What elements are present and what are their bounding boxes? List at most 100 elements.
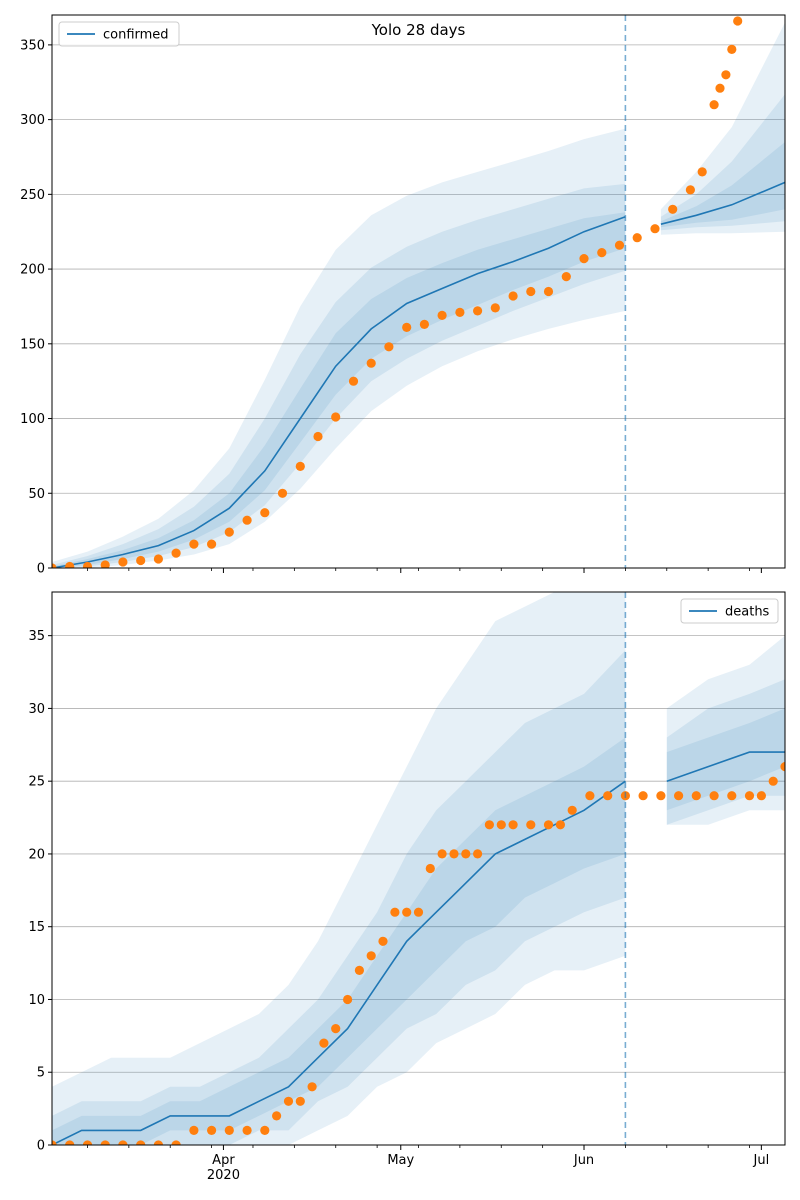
observed-point xyxy=(449,849,459,859)
observed-point xyxy=(354,965,364,976)
chart-title: Yolo 28 days xyxy=(371,21,466,39)
observed-point xyxy=(656,791,666,801)
observed-point xyxy=(402,907,412,917)
observed-point xyxy=(331,412,341,422)
y-tick-label: 5 xyxy=(37,1066,45,1081)
observed-point xyxy=(153,554,163,564)
observed-point xyxy=(561,272,571,282)
observed-point xyxy=(674,791,684,801)
confirmed-band-50 xyxy=(52,212,626,568)
observed-point xyxy=(632,233,642,243)
observed-point xyxy=(189,539,199,549)
observed-point xyxy=(709,100,719,110)
observed-point xyxy=(780,762,785,772)
y-tick-label: 250 xyxy=(20,188,45,203)
y-tick-label: 0 xyxy=(37,1139,45,1154)
observed-point xyxy=(272,1111,282,1121)
confirmed-median-line xyxy=(52,216,626,568)
observed-point xyxy=(727,44,737,55)
observed-point xyxy=(136,555,146,566)
deaths-band-80 xyxy=(52,650,626,1145)
observed-point xyxy=(207,1125,217,1135)
observed-point xyxy=(207,539,217,549)
observed-point xyxy=(260,1125,270,1135)
legend-label: deaths xyxy=(725,605,770,620)
observed-point xyxy=(384,342,394,352)
observed-point xyxy=(638,791,648,801)
observed-point xyxy=(52,1140,57,1145)
y-tick-label: 25 xyxy=(28,775,45,790)
deaths-band-80 xyxy=(666,679,785,825)
observed-point xyxy=(768,776,778,786)
deaths-band-95 xyxy=(666,635,785,825)
observed-point xyxy=(526,286,536,297)
observed-point xyxy=(455,307,465,317)
observed-point xyxy=(614,240,625,250)
observed-point xyxy=(307,1082,317,1092)
observed-point xyxy=(508,820,518,830)
observed-point xyxy=(343,994,353,1005)
y-tick-label: 350 xyxy=(20,38,45,53)
observed-point xyxy=(490,303,500,313)
deaths-band-50 xyxy=(666,708,785,811)
observed-point xyxy=(508,291,518,301)
legend-box xyxy=(680,598,779,624)
observed-point xyxy=(171,1140,181,1145)
observed-point xyxy=(319,1038,329,1048)
confirmed-band-80 xyxy=(52,183,626,568)
x-tick-label: 2020 xyxy=(207,1168,240,1183)
observed-point xyxy=(715,83,725,93)
observed-point xyxy=(744,791,755,801)
observed-point xyxy=(65,561,75,568)
observed-point xyxy=(473,306,483,316)
y-tick-label: 35 xyxy=(28,629,45,644)
observed-point xyxy=(650,224,660,234)
y-tick-label: 150 xyxy=(20,337,45,352)
observed-point xyxy=(691,791,701,801)
observed-point xyxy=(721,70,731,80)
legend-box xyxy=(58,21,180,47)
observed-point xyxy=(727,791,737,801)
observed-point xyxy=(277,488,288,498)
observed-point xyxy=(484,820,494,830)
y-tick-label: 30 xyxy=(28,702,45,717)
observed-point xyxy=(100,1140,110,1145)
observed-point xyxy=(668,204,678,214)
observed-point xyxy=(136,1140,146,1145)
y-tick-label: 200 xyxy=(20,263,45,278)
observed-point xyxy=(295,461,305,471)
observed-point xyxy=(402,322,412,332)
observed-point xyxy=(567,805,577,815)
x-tick-label: Apr xyxy=(212,1153,235,1168)
confirmed-band-95 xyxy=(52,128,626,568)
observed-point xyxy=(283,1096,294,1106)
observed-point xyxy=(585,791,595,801)
observed-point xyxy=(52,563,57,568)
observed-point xyxy=(313,431,323,442)
observed-point xyxy=(118,557,128,567)
deaths-band-50 xyxy=(52,737,626,1145)
confirmed-band-50 xyxy=(660,142,785,228)
observed-point xyxy=(153,1140,163,1145)
observed-point xyxy=(697,167,707,177)
observed-point xyxy=(756,791,767,801)
observed-point xyxy=(378,936,388,946)
x-tick-label: May xyxy=(387,1153,414,1168)
deaths-median-line xyxy=(52,780,626,1145)
observed-point xyxy=(555,820,566,830)
x-tick-label: Jul xyxy=(753,1153,770,1168)
observed-point xyxy=(82,1140,93,1145)
observed-point xyxy=(242,515,252,525)
plot-area xyxy=(52,592,785,1145)
observed-point xyxy=(348,376,359,386)
confirmed-panel: 0 50 100 150 200 250 300 350 Yolo 28 days confirm… xyxy=(20,14,786,577)
y-tick-label: 15 xyxy=(28,920,45,935)
y-tick-label: 10 xyxy=(28,993,45,1008)
y-tick-label: 300 xyxy=(20,113,45,128)
observed-point xyxy=(366,358,376,368)
observed-point xyxy=(437,310,447,320)
observed-point xyxy=(437,849,447,859)
